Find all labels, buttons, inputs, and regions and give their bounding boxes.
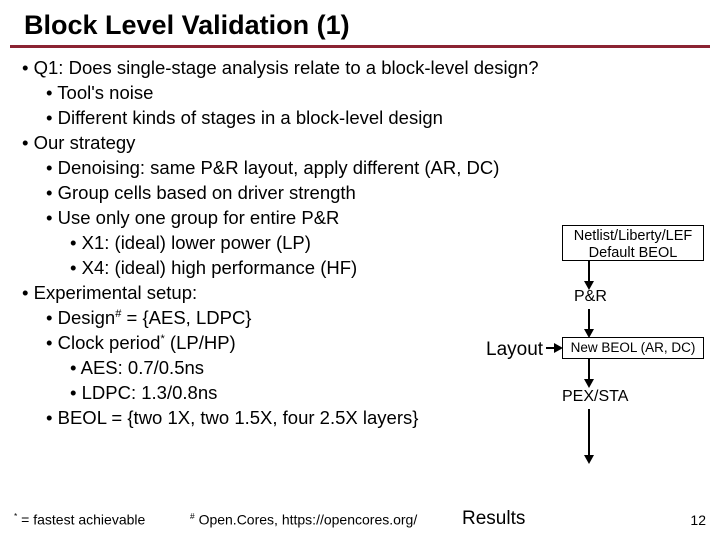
bullet-strategy: Our strategy (14, 131, 706, 156)
label-layout: Layout (486, 339, 543, 361)
bullet-tools-noise: Tool's noise (14, 81, 706, 106)
label-pr: P&R (574, 288, 607, 306)
box-newbeol: New BEOL (AR, DC) (562, 337, 704, 359)
box-netlist-line2: Default BEOL (589, 245, 678, 261)
arrow1-line (588, 261, 590, 283)
bullet-diff-stages: Different kinds of stages in a block-lev… (14, 106, 706, 131)
footnote-hash-text: Open.Cores, https://opencores.org/ (199, 512, 418, 528)
clock-word: Clock period (58, 332, 161, 353)
flow-diagram: Netlist/Liberty/LEF Default BEOL P&R Lay… (486, 225, 704, 485)
design-suffix: = {AES, LDPC} (121, 307, 251, 328)
bullet-group-cells: Group cells based on driver strength (14, 181, 706, 206)
footnote-hash: # Open.Cores, https://opencores.org/ (190, 511, 417, 528)
footnote-star-text: = fastest achievable (21, 512, 145, 528)
label-pex: PEX/STA (562, 388, 628, 406)
arrow4-head (584, 455, 594, 464)
label-results: Results (462, 508, 525, 530)
box-netlist: Netlist/Liberty/LEF Default BEOL (562, 225, 704, 261)
slide-title: Block Level Validation (1) (10, 0, 710, 48)
box-netlist-line1: Netlist/Liberty/LEF (574, 228, 692, 244)
bullet-design-word: Design (58, 307, 116, 328)
bullet-denoising: Denoising: same P&R layout, apply differ… (14, 156, 706, 181)
arrow2-line (588, 309, 590, 331)
arrow3a-head (554, 343, 563, 353)
arrow3-head (584, 379, 594, 388)
footnote-star: * = fastest achievable (14, 511, 145, 528)
arrow4-line (588, 409, 590, 457)
clock-suffix: (LP/HP) (165, 332, 236, 353)
page-number: 12 (690, 512, 706, 528)
bullet-q1: Q1: Does single-stage analysis relate to… (14, 56, 706, 81)
arrow3-line (588, 359, 590, 381)
